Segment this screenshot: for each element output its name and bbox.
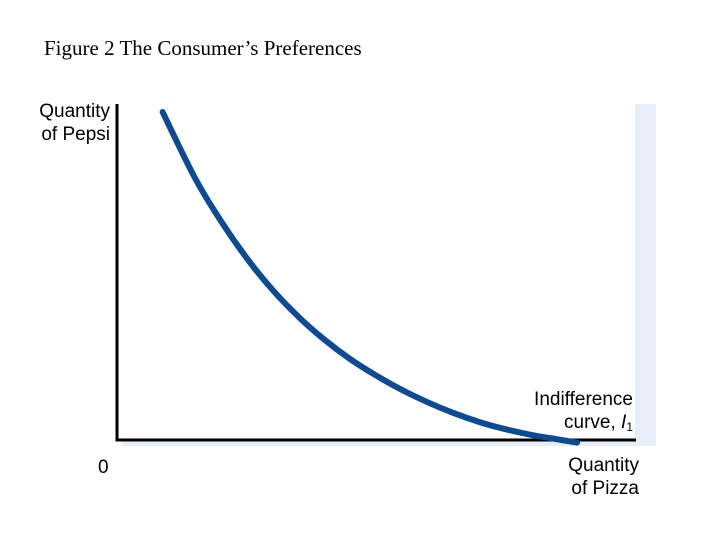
origin-label: 0 [98, 457, 109, 478]
x-axis-label: Quantity of Pizza [499, 454, 639, 500]
figure-title: Figure 2 The Consumer’s Preferences [44, 36, 362, 60]
indifference-curve-label: Indifference curve, I1 [473, 388, 633, 435]
curve-label-line-1: Indifference [534, 389, 633, 410]
curve-label-symbol: I [621, 412, 627, 434]
curve-label-prefix: curve, [564, 412, 622, 434]
y-axis-label: Quantity of Pepsi [0, 100, 110, 146]
y-axis-label-line-2: of Pepsi [41, 124, 110, 146]
plot-panel [117, 104, 635, 439]
y-axis-label-line-1: Quantity [39, 101, 110, 122]
x-axis-label-line-1: Quantity [568, 455, 639, 476]
indifference-curve-line [159, 109, 580, 446]
curve-label-subscript: 1 [626, 420, 633, 435]
x-axis-label-line-2: of Pizza [571, 478, 639, 500]
